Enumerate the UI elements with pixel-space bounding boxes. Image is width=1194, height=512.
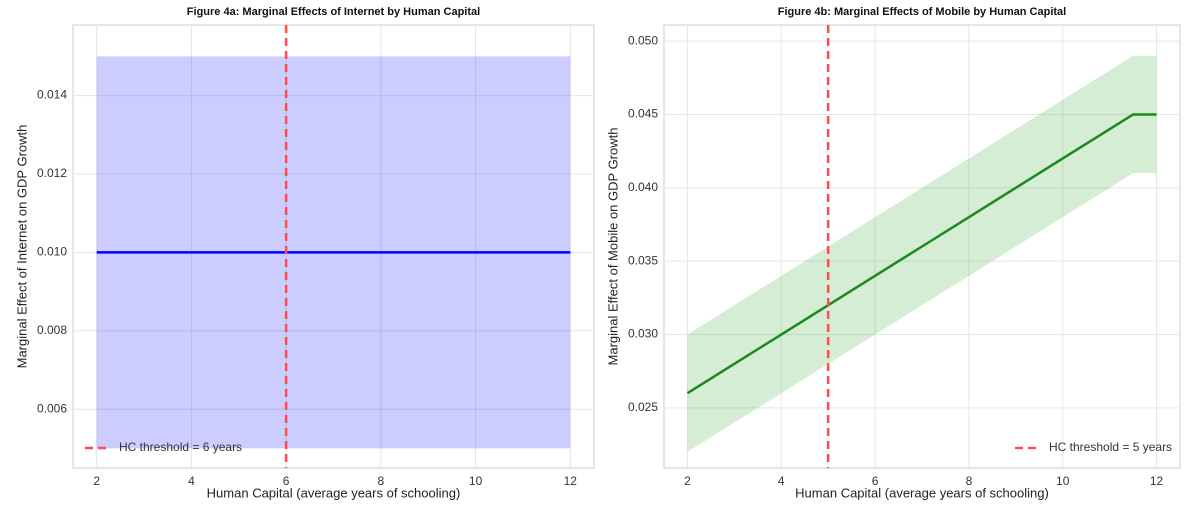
y-tick-label: 0.010 xyxy=(37,245,67,259)
y-axis-label: Marginal Effect of Mobile on GDP Growth xyxy=(605,128,620,366)
x-tick-label: 10 xyxy=(1056,474,1070,488)
y-tick-label: 0.025 xyxy=(628,400,658,414)
x-tick-label: 4 xyxy=(188,474,195,488)
y-tick-label: 0.008 xyxy=(37,323,67,337)
x-tick-label: 6 xyxy=(283,474,290,488)
x-tick-label: 12 xyxy=(564,474,578,488)
y-tick-label: 0.030 xyxy=(628,327,658,341)
y-tick-label: 0.050 xyxy=(628,33,658,47)
x-tick-label: 8 xyxy=(966,474,973,488)
x-tick-label: 10 xyxy=(469,474,483,488)
y-tick-label: 0.006 xyxy=(37,401,67,415)
legend-label: HC threshold = 5 years xyxy=(1049,440,1172,454)
effect-line xyxy=(686,113,1157,395)
x-axis-label: Human Capital (average years of schoolin… xyxy=(207,485,461,500)
x-tick-label: 6 xyxy=(872,474,879,488)
chart-title: Figure 4b: Marginal Effects of Mobile by… xyxy=(778,6,1066,18)
x-axis-label: Human Capital (average years of schoolin… xyxy=(795,485,1049,500)
legend-label: HC threshold = 6 years xyxy=(119,440,242,454)
y-tick-label: 0.045 xyxy=(628,107,658,121)
x-tick-label: 2 xyxy=(93,474,100,488)
y-tick-label: 0.012 xyxy=(37,166,67,180)
y-axis-label: Marginal Effect of Internet on GDP Growt… xyxy=(14,125,29,369)
x-tick-label: 12 xyxy=(1150,474,1164,488)
x-tick-label: 2 xyxy=(684,474,691,488)
confidence-band xyxy=(687,55,1157,452)
y-tick-label: 0.014 xyxy=(37,88,67,102)
x-tick-label: 8 xyxy=(378,474,385,488)
chart-title: Figure 4a: Marginal Effects of Internet … xyxy=(187,6,480,18)
plot-area xyxy=(72,24,595,469)
y-tick-label: 0.040 xyxy=(628,180,658,194)
x-tick-label: 4 xyxy=(778,474,785,488)
y-tick-label: 0.035 xyxy=(628,253,658,267)
